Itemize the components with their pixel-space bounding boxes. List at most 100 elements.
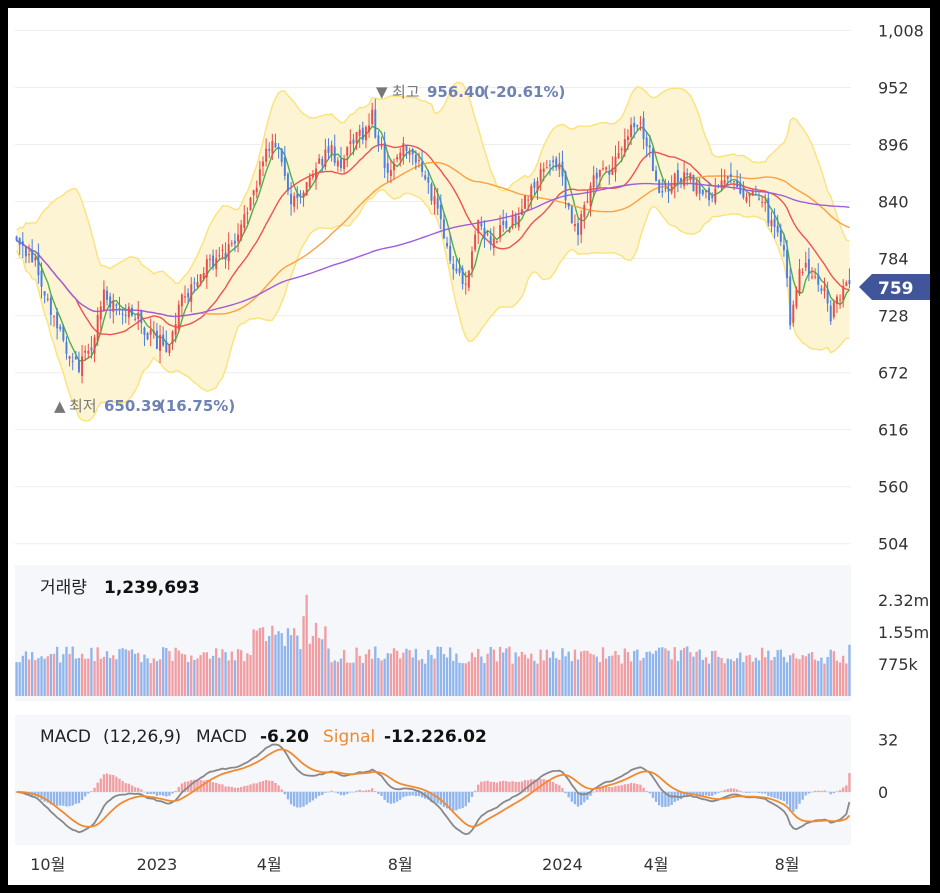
macd-histogram-bar[interactable] — [711, 791, 714, 796]
candle[interactable] — [87, 343, 90, 359]
candle[interactable] — [795, 286, 798, 310]
candle[interactable] — [758, 192, 760, 201]
volume-bar[interactable] — [832, 651, 836, 696]
macd-histogram-bar[interactable] — [395, 791, 399, 802]
volume-bar[interactable] — [492, 649, 495, 696]
macd-histogram-bar[interactable] — [180, 783, 184, 792]
candle[interactable] — [299, 189, 302, 204]
candle[interactable] — [598, 169, 601, 189]
candle[interactable] — [499, 215, 502, 243]
volume-bar[interactable] — [336, 661, 340, 696]
volume-bar[interactable] — [233, 660, 237, 696]
macd-histogram-bar[interactable] — [714, 791, 717, 795]
candle[interactable] — [374, 98, 377, 139]
macd-histogram-bar[interactable] — [583, 791, 586, 803]
macd-histogram-bar[interactable] — [795, 791, 798, 810]
candle[interactable] — [807, 247, 810, 282]
candle[interactable] — [233, 233, 236, 252]
candle[interactable] — [124, 303, 127, 324]
candle[interactable] — [34, 253, 37, 267]
volume-bar[interactable] — [689, 652, 692, 696]
candle[interactable] — [330, 140, 333, 162]
volume-bar[interactable] — [845, 663, 848, 696]
candle[interactable] — [127, 302, 130, 326]
macd-histogram-bar[interactable] — [654, 791, 658, 802]
candle[interactable] — [446, 236, 449, 249]
volume-bar[interactable] — [199, 655, 202, 696]
candle[interactable] — [180, 293, 183, 318]
volume-bar[interactable] — [789, 655, 792, 696]
macd-histogram-bar[interactable] — [770, 791, 773, 797]
volume-bar[interactable] — [124, 649, 127, 696]
volume-bar[interactable] — [389, 653, 393, 696]
volume-bar[interactable] — [218, 657, 221, 696]
volume-bar[interactable] — [520, 651, 524, 696]
volume-bar[interactable] — [586, 650, 589, 696]
macd-histogram-bar[interactable] — [420, 791, 424, 798]
candle[interactable] — [577, 218, 580, 246]
candle[interactable] — [835, 294, 838, 313]
volume-bar[interactable] — [168, 650, 171, 696]
volume-bar[interactable] — [333, 660, 336, 696]
candle[interactable] — [46, 293, 49, 302]
candle[interactable] — [842, 279, 845, 308]
volume-bar[interactable] — [186, 661, 190, 696]
candle[interactable] — [583, 201, 586, 229]
candle[interactable] — [283, 146, 286, 181]
candle[interactable] — [704, 189, 707, 199]
candle[interactable] — [467, 270, 470, 292]
macd-histogram-bar[interactable] — [133, 787, 137, 792]
volume-bar[interactable] — [701, 659, 704, 696]
macd-histogram-bar[interactable] — [798, 791, 801, 804]
candle[interactable] — [15, 235, 18, 242]
macd-histogram-bar[interactable] — [108, 774, 112, 792]
macd-histogram-bar[interactable] — [324, 791, 327, 793]
volume-bar[interactable] — [704, 657, 708, 696]
macd-histogram-bar[interactable] — [782, 791, 786, 802]
candle[interactable] — [230, 240, 233, 247]
macd-histogram-bar[interactable] — [155, 791, 159, 796]
volume-bar[interactable] — [84, 658, 87, 696]
macd-histogram-bar[interactable] — [93, 787, 96, 792]
candle[interactable] — [586, 189, 589, 204]
volume-bar[interactable] — [508, 646, 511, 696]
candle[interactable] — [336, 157, 339, 172]
volume-bar[interactable] — [580, 651, 583, 696]
macd-histogram-bar[interactable] — [402, 791, 405, 798]
volume-bar[interactable] — [377, 658, 380, 696]
volume-bar[interactable] — [636, 649, 639, 696]
macd-histogram-bar[interactable] — [96, 782, 99, 792]
candle[interactable] — [620, 146, 623, 163]
volume-bar[interactable] — [651, 653, 655, 696]
volume-bar[interactable] — [835, 660, 839, 696]
macd-histogram-bar[interactable] — [698, 791, 701, 796]
candle[interactable] — [358, 124, 361, 148]
volume-bar[interactable] — [448, 647, 452, 696]
volume-bar[interactable] — [633, 650, 636, 696]
macd-histogram-bar[interactable] — [492, 781, 495, 792]
volume-bar[interactable] — [439, 646, 442, 696]
volume-bar[interactable] — [18, 662, 21, 696]
volume-bar[interactable] — [349, 662, 352, 696]
volume-bar[interactable] — [692, 656, 695, 696]
candle[interactable] — [580, 210, 583, 244]
volume-bar[interactable] — [414, 648, 418, 696]
candle[interactable] — [695, 179, 698, 197]
candle[interactable] — [393, 158, 395, 180]
volume-bar[interactable] — [464, 663, 467, 696]
macd-histogram-bar[interactable] — [536, 779, 539, 792]
volume-bar[interactable] — [820, 657, 823, 696]
volume-bar[interactable] — [455, 653, 458, 696]
candle[interactable] — [502, 209, 505, 233]
volume-bar[interactable] — [230, 651, 233, 696]
volume-bar[interactable] — [308, 643, 311, 696]
macd-histogram-bar[interactable] — [661, 791, 664, 808]
candle[interactable] — [131, 304, 133, 317]
macd-histogram-bar[interactable] — [580, 791, 583, 806]
macd-histogram-bar[interactable] — [118, 778, 121, 792]
candle[interactable] — [252, 189, 255, 206]
volume-bar[interactable] — [196, 658, 199, 696]
macd-histogram-bar[interactable] — [430, 791, 433, 802]
candle[interactable] — [227, 232, 230, 270]
candle[interactable] — [177, 300, 180, 332]
